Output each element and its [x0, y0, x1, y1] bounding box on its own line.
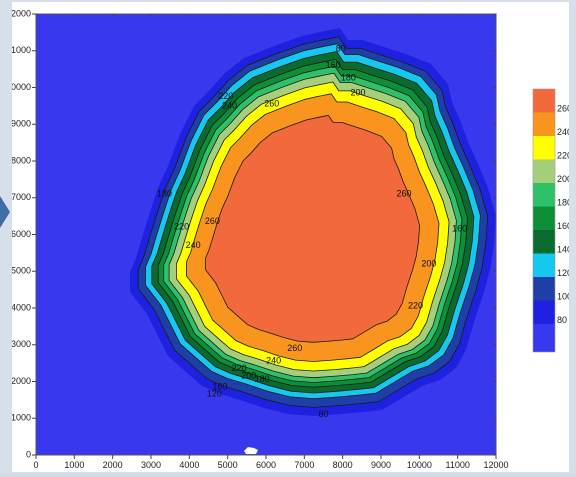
contour-line-label: 200 — [421, 258, 436, 268]
colorbar-label: 100 — [557, 291, 569, 301]
navigation-arrow-icon — [0, 196, 10, 228]
colorbar-swatch-260 — [533, 89, 555, 113]
y-tick-label: 6000 — [12, 229, 31, 239]
colorbar-label: 160 — [557, 221, 569, 231]
colorbar-frame — [532, 88, 556, 353]
contour-line-label: 160 — [326, 60, 341, 70]
small-white-patch — [244, 447, 258, 454]
colorbar-label: 120 — [557, 268, 569, 278]
contour-line-label: 80 — [336, 43, 346, 53]
y-tick-label: 7000 — [12, 192, 31, 202]
contour-band-260 — [205, 114, 421, 343]
colorbar-label: 240 — [557, 127, 569, 137]
x-tick-label: 10000 — [407, 460, 432, 470]
colorbar-label: 260 — [557, 103, 569, 113]
contour-line-label: 180 — [341, 73, 356, 83]
contour-line-label: 220 — [408, 301, 423, 311]
y-tick-label: 5000 — [12, 266, 31, 276]
y-tick-label: 9000 — [12, 119, 31, 129]
x-tick-label: 6000 — [256, 460, 276, 470]
x-tick-label: 12000 — [483, 460, 508, 470]
x-tick-label: 11000 — [445, 460, 469, 470]
chart-panel: 80 160 180 200 220 240 260 180 220 240 260 260 160 20… — [6, 2, 572, 472]
contour-line-label: 240 — [222, 100, 237, 110]
y-tick-label: 2000 — [12, 376, 31, 386]
colorbar-swatch-80 — [533, 300, 555, 325]
contour-line-label: 260 — [396, 188, 411, 198]
contour-line-label: 160 — [212, 381, 227, 391]
x-tick-label: 3000 — [141, 460, 161, 470]
contour-line-label: 220 — [174, 222, 189, 232]
contour-bands — [130, 28, 496, 416]
y-tick-label: 10000 — [12, 82, 31, 92]
x-tick-label: 1000 — [64, 460, 84, 470]
colorbar: 260 240 220 200 180 160 140 120 100 80 — [532, 88, 572, 353]
colorbar-swatch-220 — [533, 136, 555, 160]
contour-line-label: 160 — [452, 223, 467, 233]
contour-line-label: 200 — [350, 87, 365, 97]
contour-line-label: 180 — [157, 188, 172, 198]
y-tick-label: 0 — [26, 449, 31, 459]
colorbar-swatch-240 — [533, 112, 555, 137]
colorbar-swatch-180 — [533, 183, 555, 207]
contour-line-label: 260 — [287, 343, 302, 353]
contour-line-label: 80 — [318, 409, 328, 419]
colorbar-swatch-120 — [533, 253, 555, 278]
x-tick-label: 7000 — [294, 460, 314, 470]
x-tick-label: 4000 — [179, 460, 199, 470]
colorbar-swatch-100 — [533, 277, 555, 301]
contour-line-label: 240 — [186, 240, 201, 250]
colorbar-label: 180 — [557, 197, 569, 207]
y-tick-label: 8000 — [12, 155, 31, 165]
colorbar-swatch-160 — [533, 206, 555, 231]
colorbar-swatch-below-80 — [533, 324, 555, 352]
y-tick-label: 1000 — [12, 413, 31, 423]
colorbar-swatch-200 — [533, 159, 555, 184]
y-tick-label: 12000 — [12, 8, 31, 18]
contour-line-label: 220 — [232, 363, 247, 373]
contour-line-label: 240 — [266, 356, 281, 366]
contour-line-label: 120 — [207, 389, 222, 399]
colorbar-label: 140 — [557, 244, 569, 254]
colorbar-label: 80 — [557, 315, 567, 325]
contour-line-label: 180 — [255, 374, 270, 384]
contour-line-label: 260 — [205, 216, 220, 226]
contour-line-label: 220 — [218, 91, 233, 101]
y-tick-label: 11000 — [12, 45, 31, 55]
y-tick-label: 3000 — [12, 339, 31, 349]
colorbar-swatch-140 — [533, 230, 555, 254]
y-tick-label: 4000 — [12, 302, 31, 312]
x-tick-label: 0 — [33, 460, 38, 470]
x-tick-label: 5000 — [218, 460, 238, 470]
axes: 0 1000 2000 3000 4000 5000 6000 7000 8000 9000 100… — [6, 8, 509, 470]
contour-line-label: 260 — [264, 98, 279, 108]
x-tick-label: 2000 — [103, 460, 123, 470]
colorbar-label: 200 — [557, 174, 569, 184]
x-tick-label: 8000 — [333, 460, 353, 470]
colorbar-label: 220 — [557, 150, 569, 160]
contour-line-label: 200 — [241, 370, 256, 380]
x-tick-label: 9000 — [371, 460, 391, 470]
